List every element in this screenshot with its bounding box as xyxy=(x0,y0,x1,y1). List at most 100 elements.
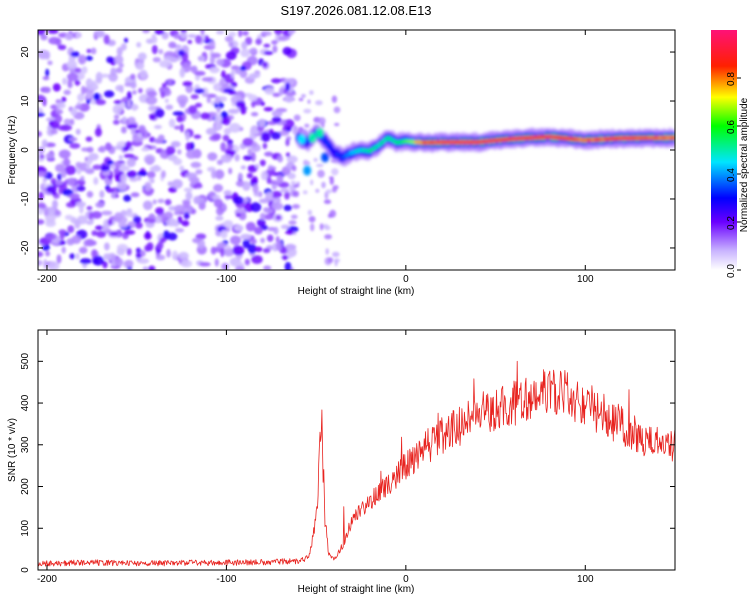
noise-blob xyxy=(264,151,274,157)
noise-blob xyxy=(201,92,209,98)
noise-blob xyxy=(263,51,274,55)
y-tick-label: -10 xyxy=(20,191,31,206)
noise-blob xyxy=(298,97,304,102)
noise-blob xyxy=(240,233,252,240)
noise-blob xyxy=(302,190,308,195)
noise-blob xyxy=(124,259,134,268)
noise-blob xyxy=(142,200,153,211)
y-tick-label: 500 xyxy=(20,353,31,370)
noise-blob xyxy=(142,266,148,270)
noise-blob xyxy=(116,46,123,56)
noise-blob xyxy=(307,209,313,216)
noise-blob xyxy=(42,76,50,81)
noise-blob xyxy=(288,30,294,36)
noise-blob xyxy=(192,237,201,244)
noise-blob xyxy=(223,220,234,229)
noise-blob xyxy=(274,30,283,36)
noise-blob xyxy=(48,207,56,216)
noise-blob xyxy=(209,66,220,74)
track-feature xyxy=(315,127,324,138)
noise-blob xyxy=(106,188,115,193)
noise-blob xyxy=(285,126,292,132)
noise-blob xyxy=(126,99,132,109)
noise-blob xyxy=(172,111,184,116)
noise-blob xyxy=(262,248,271,254)
track-feature xyxy=(303,165,312,176)
noise-blob xyxy=(307,99,311,104)
noise-blob xyxy=(185,150,198,159)
noise-blob xyxy=(216,159,224,165)
noise-blob xyxy=(164,211,173,220)
noise-blob xyxy=(38,259,43,266)
noise-blob xyxy=(58,186,64,195)
noise-blob xyxy=(123,194,132,202)
noise-blob xyxy=(197,55,204,62)
noise-blob xyxy=(120,43,127,51)
noise-blob xyxy=(321,181,326,189)
noise-blob xyxy=(114,145,123,150)
noise-blob xyxy=(182,81,193,87)
noise-blob xyxy=(238,30,243,38)
noise-blob xyxy=(92,164,102,170)
noise-blob xyxy=(74,79,81,86)
noise-blob xyxy=(230,65,240,70)
noise-blob xyxy=(235,265,245,270)
noise-blob xyxy=(86,146,94,153)
noise-blob xyxy=(157,198,165,204)
track-core xyxy=(672,136,675,140)
noise-blob xyxy=(64,165,77,176)
track-feature xyxy=(308,132,317,143)
noise-blob xyxy=(219,78,226,87)
noise-blob xyxy=(142,30,150,34)
x-tick-label: 0 xyxy=(403,574,409,585)
noise-blob xyxy=(233,196,244,205)
noise-blob xyxy=(38,131,43,137)
x-tick-label: -100 xyxy=(216,574,236,585)
noise-blob xyxy=(242,238,250,249)
y-tick-label: 0 xyxy=(20,567,31,573)
noise-blob xyxy=(76,185,86,192)
noise-blob xyxy=(272,45,278,53)
noise-blob xyxy=(160,91,165,99)
noise-blob xyxy=(204,35,209,42)
noise-blob xyxy=(48,36,60,45)
noise-blob xyxy=(130,81,137,89)
noise-blob xyxy=(147,218,156,224)
noise-blob xyxy=(147,171,156,179)
noise-blob xyxy=(70,51,80,58)
noise-blob xyxy=(205,127,217,135)
spectrogram-y-label: Frequency (Hz) xyxy=(7,116,18,185)
noise-blob xyxy=(107,218,113,226)
noise-blob xyxy=(227,143,234,150)
noise-blob xyxy=(138,125,146,133)
noise-blob xyxy=(130,192,140,198)
noise-blob xyxy=(245,221,256,232)
noise-blob xyxy=(159,60,172,68)
spectrogram-x-label: Height of straight line (km) xyxy=(298,286,415,297)
noise-blob xyxy=(66,60,78,69)
noise-blob xyxy=(270,131,281,140)
noise-blob xyxy=(137,52,147,61)
noise-blob xyxy=(94,127,102,137)
noise-blob xyxy=(77,54,87,65)
noise-blob xyxy=(220,154,233,163)
noise-blob xyxy=(284,191,290,200)
noise-blob xyxy=(284,261,292,270)
noise-blob xyxy=(99,190,105,199)
noise-blob xyxy=(55,109,64,115)
colorbar: 0.0 0.2 0.4 0.6 0.8 Normalized spectral ampl… xyxy=(711,30,750,278)
noise-blob xyxy=(177,216,183,224)
noise-blob xyxy=(81,85,86,95)
noise-blob xyxy=(38,166,46,173)
noise-blob xyxy=(114,257,124,267)
noise-blob xyxy=(91,230,98,236)
noise-blob xyxy=(115,67,123,74)
noise-blob xyxy=(261,170,268,181)
noise-blob xyxy=(194,88,205,94)
noise-blob xyxy=(263,107,274,112)
noise-blob xyxy=(57,44,67,50)
noise-blob xyxy=(118,223,128,228)
noise-blob xyxy=(326,189,332,194)
noise-blob xyxy=(315,100,323,106)
noise-blob xyxy=(130,127,136,136)
